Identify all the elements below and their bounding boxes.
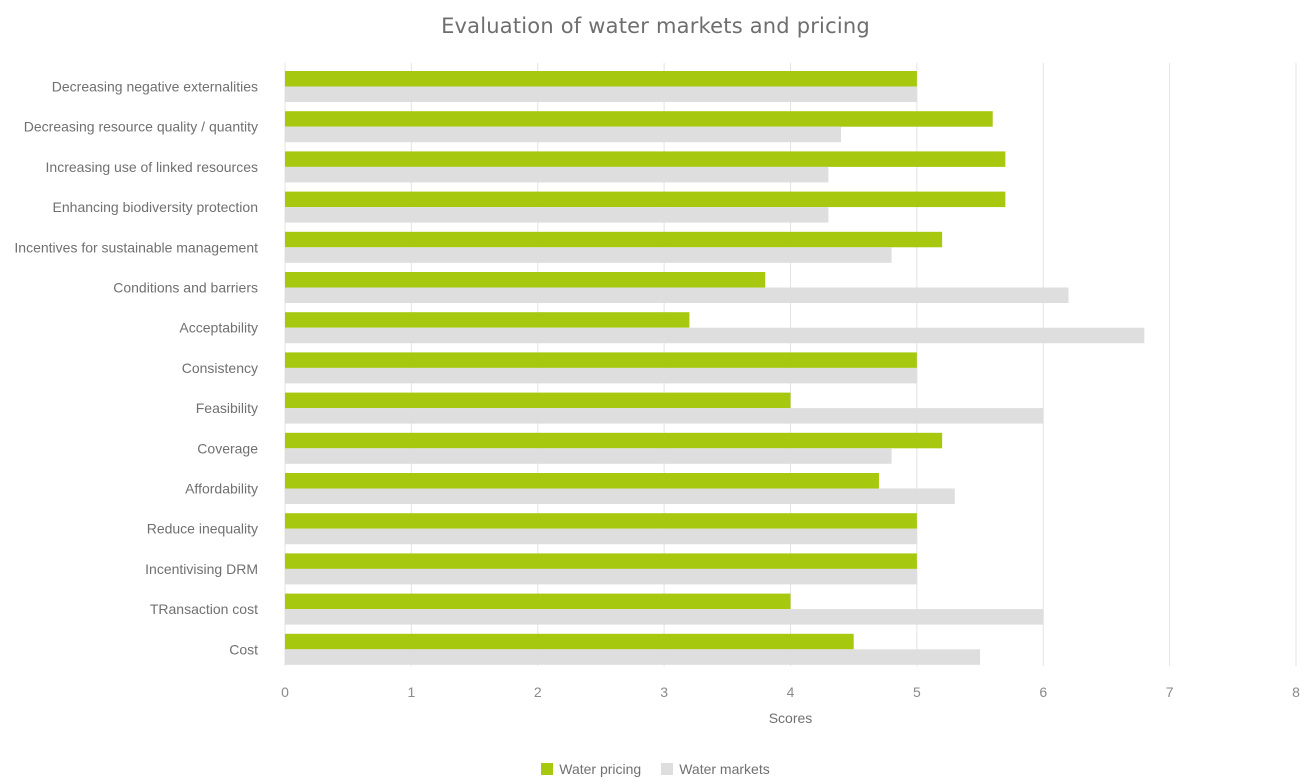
legend: Water pricing Water markets [0,761,1311,777]
x-tick-label: 4 [787,684,795,700]
bar-water-pricing-cost [285,633,854,650]
x-axis-title: Scores [769,710,813,726]
bar-water-pricing-reduce-inequality [285,513,917,529]
x-tick-label: 7 [1166,684,1174,700]
legend-item-water-markets: Water markets [661,761,770,777]
legend-label-water-pricing: Water pricing [559,761,642,777]
bar-water-markets-affordability [285,488,955,504]
x-tick-label: 1 [407,684,415,700]
x-tick-label: 3 [660,684,668,700]
bar-water-pricing-enhancing-biodiversity-protection [285,191,1006,208]
legend-swatch-water-markets [661,763,674,775]
x-tick-label: 0 [281,684,289,700]
bar-water-pricing-feasibility [285,392,791,409]
bar-water-pricing-coverage [285,432,943,449]
category-label: Enhancing biodiversity protection [53,199,258,215]
bar-water-pricing-incentivising-drm [285,553,917,569]
category-labels: Decreasing negative externalities Decreas… [14,79,258,658]
bar-water-pricing-decreasing-resource-quality-quantity [285,111,993,127]
bars [285,71,1145,665]
legend-swatch-water-pricing [541,763,554,775]
category-label: TRansaction cost [150,601,258,617]
x-tick-label: 8 [1292,684,1300,700]
category-label: Incentivising DRM [145,561,258,577]
bar-water-pricing-acceptability [285,312,690,328]
chart-title: Evaluation of water markets and pricing [441,14,870,38]
category-label: Consistency [182,360,258,376]
bar-water-markets-cost [285,649,981,665]
bar-water-pricing-consistency [285,352,917,368]
category-label: Reduce inequality [147,521,258,537]
bar-water-pricing-affordability [285,473,879,489]
bar-water-markets-increasing-use-of-linked-resources [285,166,829,183]
category-label: Decreasing negative externalities [52,79,258,95]
bar-water-markets-conditions-and-barriers [285,287,1069,303]
category-label: Decreasing resource quality / quantity [24,119,258,135]
x-tick-labels: 0 1 2 3 4 5 6 7 8 [281,684,1300,700]
bar-water-markets-coverage [285,448,892,464]
category-label: Feasibility [196,400,258,416]
legend-label-water-markets: Water markets [679,761,770,777]
x-tick-label: 2 [534,684,542,700]
x-tick-label: 5 [913,684,921,700]
bar-water-markets-transaction-cost [285,609,1044,625]
category-label: Coverage [197,440,258,456]
category-label: Conditions and barriers [113,280,258,296]
bar-water-pricing-incentives-for-sustainable-management [285,231,943,248]
bar-water-markets-decreasing-resource-quality-quantity [285,126,842,143]
bar-water-pricing-transaction-cost [285,593,791,610]
bar-water-markets-consistency [285,367,917,384]
bar-water-markets-acceptability [285,327,1145,344]
legend-item-water-pricing: Water pricing [541,761,641,777]
bar-water-markets-decreasing-negative-externalities [285,86,917,102]
bar-water-markets-feasibility [285,408,1044,424]
x-tick-label: 6 [1039,684,1047,700]
bar-water-markets-incentives-for-sustainable-management [285,247,892,263]
bar-water-markets-reduce-inequality [285,528,917,545]
category-label: Affordability [185,481,258,497]
bar-water-markets-incentivising-drm [285,568,917,585]
bar-water-pricing-increasing-use-of-linked-resources [285,151,1006,167]
category-label: Cost [229,641,258,657]
bar-water-pricing-decreasing-negative-externalities [285,71,917,87]
bar-water-markets-enhancing-biodiversity-protection [285,207,829,223]
category-label: Incentives for sustainable management [14,239,258,255]
category-label: Increasing use of linked resources [46,159,258,175]
category-label: Acceptability [179,320,258,336]
bar-water-pricing-conditions-and-barriers [285,272,766,288]
